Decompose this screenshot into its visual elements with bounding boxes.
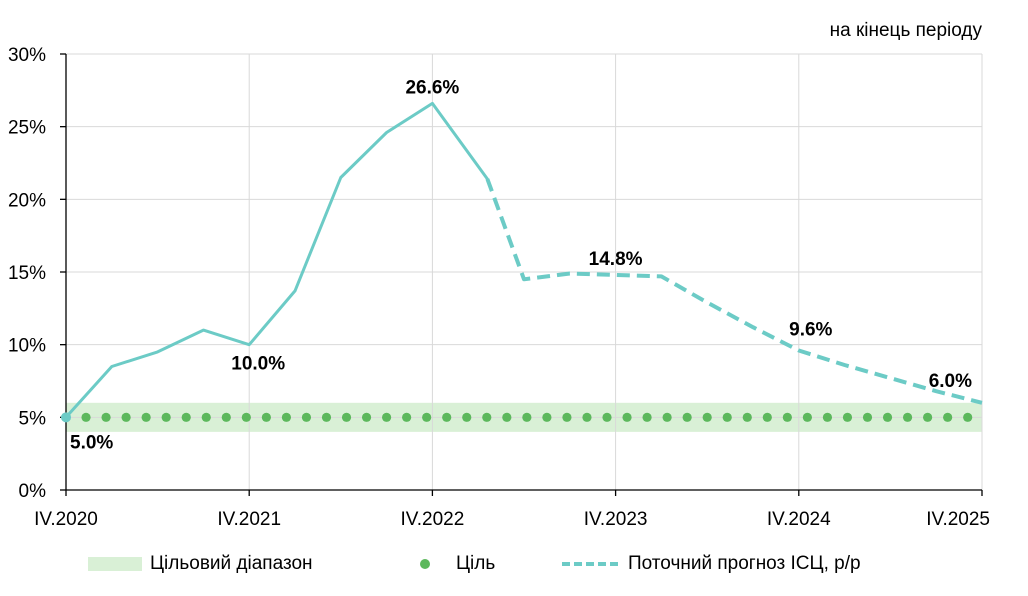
x-tick-label: IV.2021: [217, 509, 281, 530]
x-tick-label: IV.2020: [34, 509, 98, 530]
target-point: [642, 412, 652, 422]
forecast-line: [485, 178, 983, 405]
target-point: [943, 412, 953, 422]
target-point: [121, 412, 131, 422]
target-point: [822, 412, 833, 422]
target-point: [482, 412, 492, 422]
target-point: [702, 412, 712, 422]
target-point: [361, 412, 372, 422]
target-point: [963, 412, 973, 422]
y-tick-label: 10%: [8, 336, 46, 357]
start-point: [61, 412, 71, 423]
y-tick-label: 15%: [8, 263, 46, 284]
target-point: [923, 412, 933, 422]
legend-forecast-label: Поточний прогноз ІСЦ, р/р: [628, 553, 861, 574]
target-point: [462, 412, 472, 422]
target-point: [522, 412, 532, 422]
data-label: 9.6%: [789, 319, 832, 340]
target-point: [782, 412, 792, 422]
target-point: [742, 412, 752, 422]
y-tick-label: 20%: [8, 190, 46, 211]
target-point: [301, 412, 312, 422]
target-point: [842, 412, 853, 422]
target-point: [862, 412, 873, 422]
target-point: [181, 412, 191, 422]
target-point: [502, 412, 512, 422]
data-label: 5.0%: [70, 432, 113, 453]
legend-item-target: Ціль: [414, 548, 495, 580]
inflation-chart: на кінець періоду 0% 5% 10% 15% 20% 25% 30% IV.…: [8, 20, 990, 530]
target-point: [161, 412, 171, 422]
target-point: [341, 412, 352, 422]
target-point: [141, 412, 151, 422]
target-point: [562, 412, 572, 422]
target-point: [201, 412, 211, 422]
target-point: [321, 412, 332, 422]
target-point: [902, 412, 913, 422]
x-tick-label: IV.2022: [401, 509, 465, 530]
target-point: [382, 412, 392, 422]
y-tick-label: 25%: [8, 118, 46, 139]
x-tick-label: IV.2023: [584, 509, 648, 530]
target-point: [582, 412, 592, 422]
data-label: 14.8%: [589, 249, 643, 270]
target-point: [762, 412, 772, 422]
target-point: [281, 412, 292, 422]
data-label: 26.6%: [405, 77, 459, 98]
target-point: [622, 412, 632, 422]
x-tick-label: IV.2024: [767, 509, 831, 530]
target-point: [682, 412, 692, 422]
target-point: [261, 412, 271, 422]
actual-line: [64, 101, 489, 419]
legend-item-band: Цільовий діапазон: [88, 548, 313, 580]
legend-band-swatch: [88, 557, 142, 571]
target-point: [802, 412, 812, 422]
x-tick-label: IV.2025: [926, 509, 990, 530]
data-label: 6.0%: [929, 371, 972, 392]
data-label: 10.0%: [231, 354, 285, 375]
legend-forecast-dash: [562, 562, 618, 566]
target-point: [101, 412, 111, 422]
target-point: [882, 412, 893, 422]
target-point: [81, 412, 91, 422]
target-point: [542, 412, 552, 422]
target-point: [221, 412, 231, 422]
y-tick-label: 0%: [19, 481, 47, 502]
target-point: [602, 412, 612, 422]
target-point: [722, 412, 732, 422]
target-point: [662, 412, 672, 422]
y-tick-label: 5%: [19, 408, 47, 429]
y-tick-label: 30%: [8, 45, 46, 66]
legend-band-label: Цільовий діапазон: [150, 553, 313, 574]
target-point: [241, 412, 251, 422]
legend-target-dot: [420, 559, 430, 569]
legend: Цільовий діапазон Ціль Поточний прогноз …: [0, 548, 1028, 584]
legend-target-label: Ціль: [456, 553, 496, 574]
target-point: [422, 412, 432, 422]
legend-item-forecast: Поточний прогноз ІСЦ, р/р: [562, 548, 861, 580]
unit-note: на кінець періоду: [830, 20, 983, 41]
target-point: [402, 412, 412, 422]
target-point: [442, 412, 452, 422]
